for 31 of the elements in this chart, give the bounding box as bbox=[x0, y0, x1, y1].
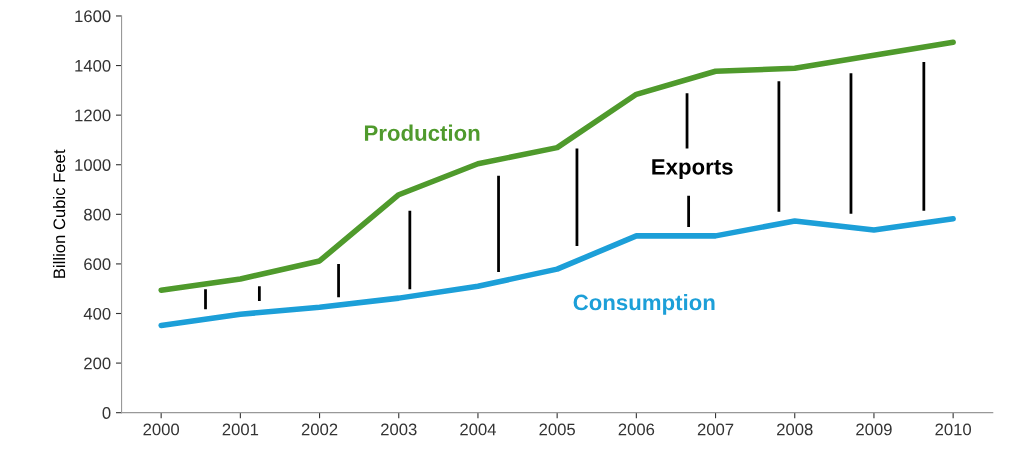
x-tick-label: 2009 bbox=[856, 423, 892, 436]
x-tick-label: 2001 bbox=[222, 423, 259, 436]
x-tick-label: 2008 bbox=[777, 423, 813, 436]
y-tick-label: 200 bbox=[84, 357, 111, 370]
x-tick-label: 2005 bbox=[539, 423, 575, 436]
x-tick-label: 2002 bbox=[301, 423, 338, 436]
y-tick-label: 400 bbox=[83, 307, 111, 320]
x-tick-label: 2004 bbox=[460, 423, 496, 436]
bar bbox=[257, 286, 261, 302]
x-tick-label: 2003 bbox=[381, 423, 417, 436]
y-tick-label: 600 bbox=[84, 258, 111, 271]
series-label: Consumption bbox=[573, 294, 715, 315]
series-label: Production bbox=[364, 124, 480, 141]
x-tick-label: 2000 bbox=[143, 423, 180, 436]
x-tick-label: 2006 bbox=[618, 423, 655, 436]
x-tick-label: 2007 bbox=[697, 423, 734, 436]
series-label: Exports bbox=[652, 159, 733, 180]
y-tick-label: 0 bbox=[102, 407, 111, 419]
bar bbox=[687, 195, 690, 227]
y-tick-label: 1000 bbox=[75, 159, 111, 171]
bar bbox=[204, 289, 207, 310]
bar bbox=[337, 263, 340, 298]
y-tick-label: 800 bbox=[84, 208, 111, 221]
bar bbox=[408, 210, 412, 290]
bar bbox=[922, 62, 926, 211]
y-tick-label: 1400 bbox=[75, 59, 111, 72]
y-axis-title: Billion Cubic Feet bbox=[52, 149, 66, 278]
y-tick-label: 1200 bbox=[75, 109, 111, 122]
x-tick-label: 2010 bbox=[935, 423, 972, 436]
bar bbox=[497, 175, 500, 273]
y-tick-label: 1600 bbox=[75, 10, 111, 23]
